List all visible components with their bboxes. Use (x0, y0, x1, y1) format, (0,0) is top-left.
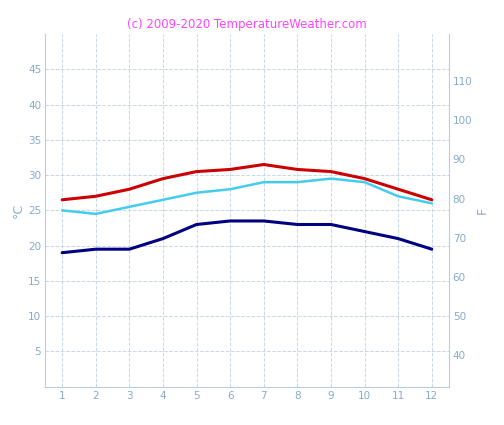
Y-axis label: °C: °C (12, 203, 25, 218)
Y-axis label: F: F (475, 207, 488, 214)
Title: (c) 2009-2020 TemperatureWeather.com: (c) 2009-2020 TemperatureWeather.com (127, 18, 367, 31)
